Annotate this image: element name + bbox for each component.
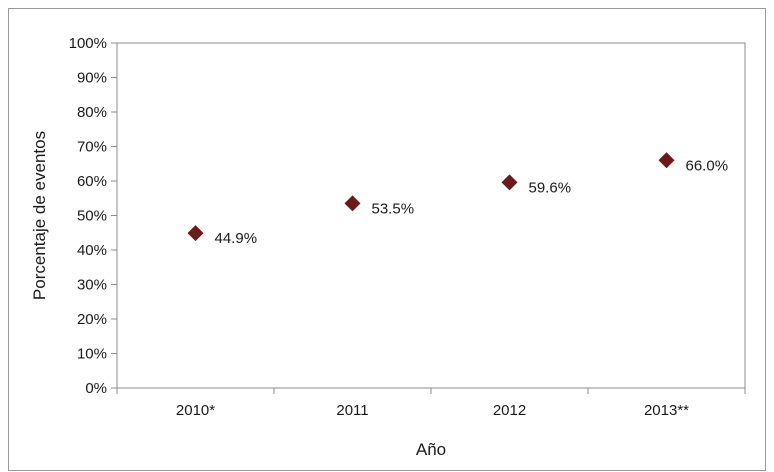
data-label: 66.0%	[686, 157, 729, 174]
x-tick-label: 2013**	[644, 402, 689, 419]
y-tick-label: 50%	[77, 208, 107, 225]
data-label: 44.9%	[215, 230, 258, 247]
chart-frame	[8, 8, 766, 471]
y-tick-label: 90%	[77, 70, 107, 87]
y-tick-label: 40%	[77, 242, 107, 259]
x-tick-label: 2011	[336, 402, 368, 419]
y-tick-label: 0%	[85, 380, 107, 397]
y-tick-label: 30%	[77, 277, 107, 294]
x-tick-label: 2012	[493, 402, 526, 419]
plot-area: 0% 10% 20% 30% 40% 50% 60% 70% 80% 90% 100% 2010* 20…	[69, 35, 746, 419]
data-label: 59.6%	[529, 179, 572, 196]
y-tick-label: 70%	[77, 139, 107, 156]
data-point[interactable]	[501, 174, 518, 191]
y-tick-label: 60%	[77, 173, 107, 190]
x-tick-label: 2010*	[176, 402, 215, 419]
y-tick-label: 80%	[77, 104, 107, 121]
y-axis-title: Porcentaje de eventos	[30, 131, 49, 300]
data-point[interactable]	[187, 225, 204, 242]
data-point[interactable]	[658, 152, 675, 169]
data-label: 53.5%	[372, 200, 415, 217]
x-axis-title: Año	[416, 440, 446, 459]
y-tick-label: 10%	[77, 346, 107, 363]
y-tick-label: 100%	[69, 35, 107, 52]
data-point[interactable]	[344, 195, 361, 212]
y-tick-label: 20%	[77, 311, 107, 328]
